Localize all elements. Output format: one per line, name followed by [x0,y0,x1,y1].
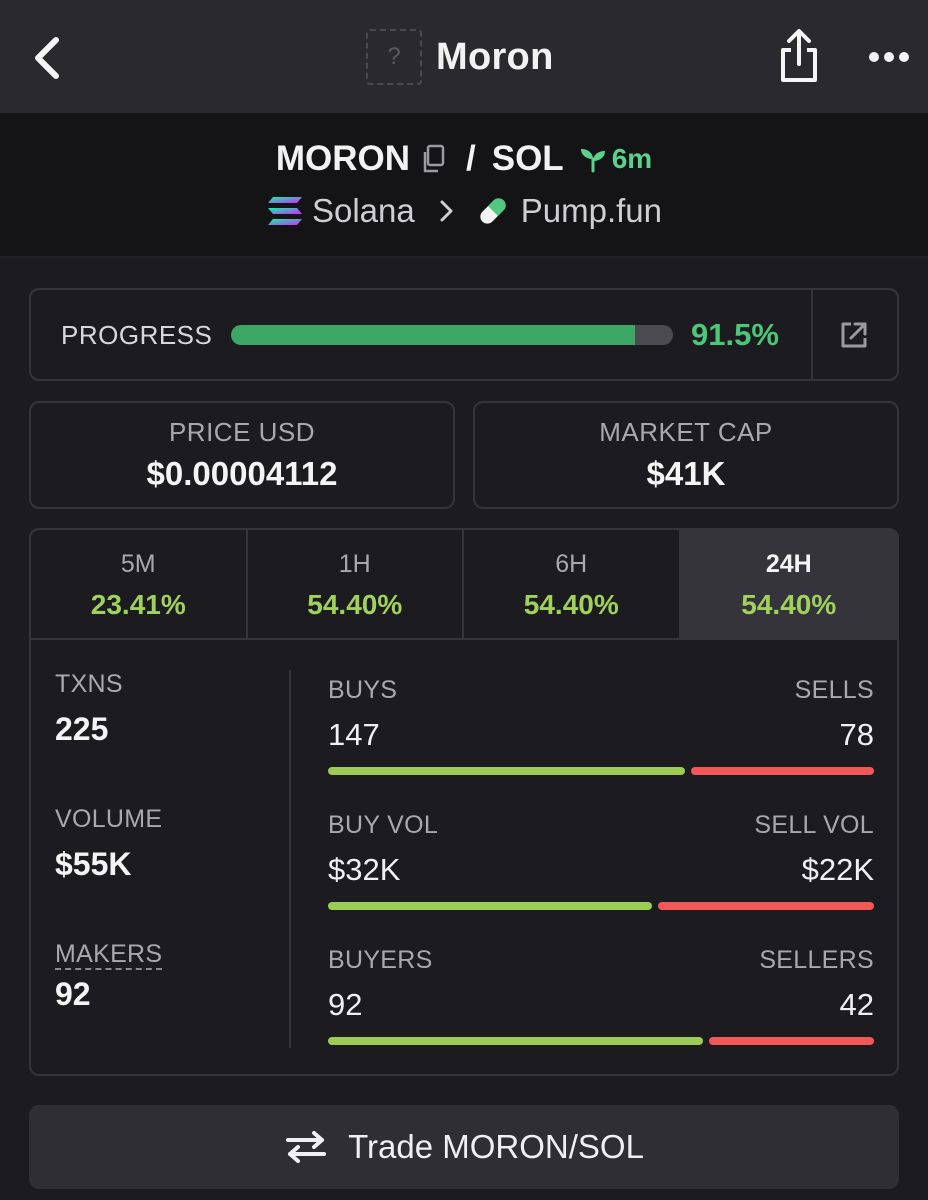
pair-quote-symbol: SOL [491,139,564,178]
buyers-label: BUYERS [328,946,433,974]
makers-value: 92 [55,976,91,1012]
column-divider [289,670,291,1048]
solana-icon [267,197,302,225]
progress-label: PROGRESS [61,320,213,350]
copy-icon[interactable] [420,144,446,174]
sell-bar [657,902,874,910]
pair-line: MORON / SOL 6m [0,137,928,181]
sell-bar [709,1037,874,1045]
pair-header: MORON / SOL 6m S [0,113,928,258]
progress-value: 91.5% [691,317,779,352]
buyers-value: 92 [328,987,363,1022]
chevron-right-icon [440,200,453,222]
timeframe-tabs: 5M 23.41% 1H 54.40% 6H 54.40% 24H 54.40% [31,530,897,640]
pair-separator: / [466,139,476,178]
volume-bar [328,902,874,910]
pair-age-text: 6m [611,143,653,174]
market-cap-label: MARKET CAP [599,417,773,447]
buy-bar [328,902,652,910]
buys-sells-bar [328,767,874,775]
nav-title-group: ? Moron [366,28,554,86]
progress-divider [811,290,813,379]
share-button[interactable] [774,26,824,86]
chevron-left-icon [35,37,59,79]
sell-vol-label: SELL VOL [754,811,874,839]
tab-label: 6H [555,550,588,578]
tab-24h[interactable]: 24H 54.40% [680,530,897,638]
txns-value: 225 [55,711,109,747]
swap-arrows-icon [286,1131,327,1163]
tab-change: 54.40% [741,589,837,620]
volume-value: $55K [55,846,132,882]
tab-label: 24H [765,550,812,578]
market-cap-card: MARKET CAP $41K [473,401,899,509]
page-title: Moron [436,35,554,78]
sell-bar [690,767,874,775]
pair-base-symbol: MORON [275,139,410,178]
price-usd-value: $0.00004112 [146,455,338,492]
external-link-icon [841,322,867,348]
price-usd-card: PRICE USD $0.00004112 [29,401,455,509]
open-external-button[interactable] [837,318,871,352]
pair-age-badge: 6m [578,143,652,175]
pill-icon [480,198,506,224]
makers-label[interactable]: MAKERS [55,940,163,970]
tab-6h[interactable]: 6H 54.40% [464,530,681,638]
trade-button[interactable]: Trade MORON/SOL [29,1105,899,1189]
tab-change: 23.41% [90,589,186,620]
volume-label: VOLUME [55,805,163,833]
top-navbar: ? Moron [0,0,928,113]
dex-name[interactable]: Pump.fun [520,192,662,229]
tab-1h[interactable]: 1H 54.40% [248,530,464,638]
back-button[interactable] [28,34,68,82]
bonding-progress-card: PROGRESS 91.5% [29,288,899,381]
share-icon [781,29,817,82]
txns-label: TXNS [55,670,123,698]
sells-value: 78 [839,717,874,752]
buy-bar [328,767,685,775]
tab-change: 54.40% [523,589,619,620]
buys-label: BUYS [328,676,398,704]
more-horizontal-icon [869,52,909,62]
buyers-sellers-bar [328,1037,874,1045]
tab-5m[interactable]: 5M 23.41% [31,530,248,638]
txns-metric: TXNS 225 [55,670,275,748]
buy-vol-label: BUY VOL [328,811,439,839]
sellers-label: SELLERS [759,946,874,974]
buy-bar [328,1037,704,1045]
buy-vol-value: $32K [328,852,401,887]
volume-split: BUY VOL SELL VOL $32K $22K [328,811,874,910]
progress-bar [231,325,673,345]
sprout-icon [580,149,605,173]
chain-name[interactable]: Solana [311,192,415,229]
chain-breadcrumb: Solana Pump.fun [0,189,928,233]
more-options-button[interactable] [866,40,912,74]
market-cap-value: $41K [646,455,726,492]
sellers-value: 42 [839,987,874,1022]
sell-vol-value: $22K [801,852,874,887]
progress-bar-fill [231,325,636,345]
buyers-sellers-split: BUYERS SELLERS 92 42 [328,946,874,1045]
token-avatar-placeholder: ? [366,29,422,85]
trade-button-label: Trade MORON/SOL [348,1128,644,1165]
tab-label: 1H [338,550,371,578]
tab-change: 54.40% [307,589,403,620]
makers-metric: MAKERS 92 [55,940,275,1013]
buys-sells-split: BUYS SELLS 147 78 [328,676,874,775]
price-usd-label: PRICE USD [168,417,316,447]
volume-metric: VOLUME $55K [55,805,275,883]
stats-panel: 5M 23.41% 1H 54.40% 6H 54.40% 24H 54.40%… [29,528,899,1076]
buys-value: 147 [328,717,380,752]
sells-label: SELLS [794,676,874,704]
tab-label: 5M [120,550,156,578]
